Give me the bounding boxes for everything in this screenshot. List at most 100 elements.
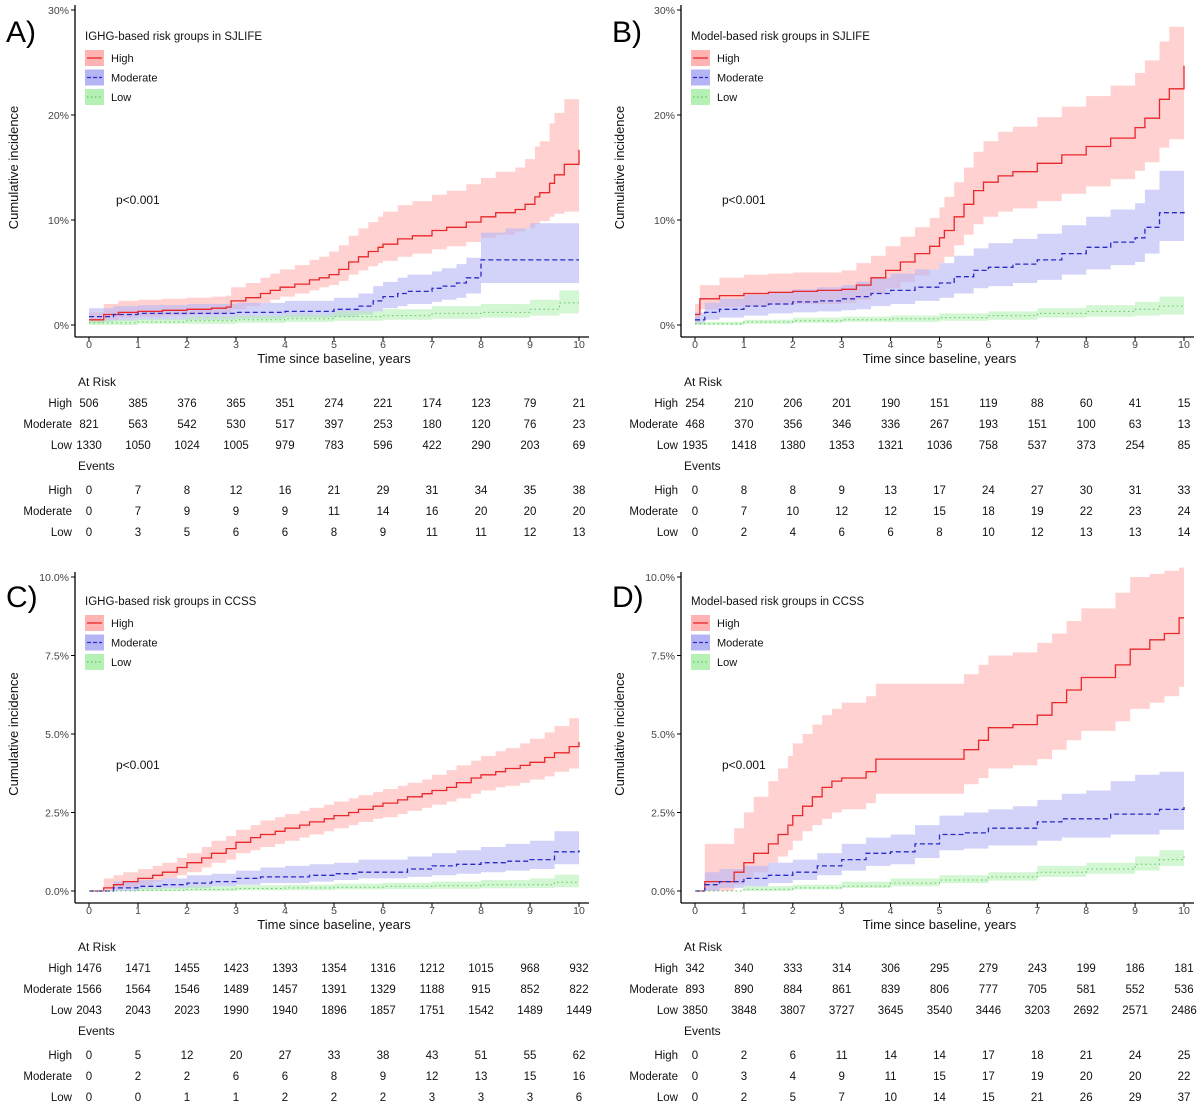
x-tick-label: 9 [527, 905, 533, 917]
at-risk-cell: 3850 [682, 1005, 708, 1017]
at-risk-cell: 123 [471, 398, 490, 410]
events-cell: 4 [790, 1071, 797, 1083]
events-cell: 18 [982, 506, 995, 518]
at-risk-cell: 1896 [321, 1005, 347, 1017]
events-cell: 13 [573, 527, 586, 539]
events-cell: 11 [475, 527, 487, 539]
y-tick-label: 0% [54, 320, 69, 332]
at-risk-cell: 356 [783, 419, 802, 431]
events-cell: 23 [1129, 506, 1142, 518]
x-tick-label: 3 [233, 339, 239, 351]
events-cell: 14 [377, 506, 390, 518]
events-cell: 2 [741, 1092, 747, 1104]
x-tick-label: 10 [573, 905, 585, 917]
events-cell: 0 [86, 506, 92, 518]
events-cell: 31 [426, 485, 439, 497]
events-cell: 6 [282, 527, 288, 539]
events-cell: 9 [380, 1071, 386, 1083]
ci-band-high [695, 567, 1184, 891]
panel-c: C)0.0%2.5%5.0%7.5%10.0%0 1 2 3 4 5 6 7 8 9 10Time … [6, 572, 592, 1104]
x-tick-label: 4 [282, 339, 288, 351]
x-tick-label: 0 [86, 339, 92, 351]
at-risk-cell: 3848 [731, 1005, 757, 1017]
events-cell: 2 [741, 527, 747, 539]
legend-swatch-low [85, 654, 104, 670]
x-tick-label: 8 [478, 905, 484, 917]
at-risk-cell: 274 [324, 398, 344, 410]
events-cell: 20 [475, 506, 488, 518]
at-risk-cell: 41 [1129, 398, 1142, 410]
at-risk-cell: 890 [734, 984, 753, 996]
at-risk-cell: 1353 [829, 440, 855, 452]
at-risk-cell: 1449 [566, 1005, 592, 1017]
at-risk-cell: 1354 [321, 963, 347, 975]
events-cell: 6 [790, 1050, 796, 1062]
events-row-label-high: High [654, 1050, 678, 1062]
at-risk-cell: 2023 [174, 1005, 200, 1017]
y-tick-label: 30% [654, 5, 675, 17]
at-risk-cell: 758 [979, 440, 998, 452]
events-cell: 24 [1178, 506, 1191, 518]
at-risk-cell: 1476 [76, 963, 102, 975]
at-risk-cell: 3446 [976, 1005, 1002, 1017]
y-tick-label: 7.5% [45, 651, 69, 663]
at-risk-cell: 536 [1174, 984, 1193, 996]
at-risk-cell: 1418 [731, 440, 757, 452]
y-tick-label: 10.0% [39, 572, 69, 584]
events-cell: 17 [982, 1050, 995, 1062]
at-risk-cell: 203 [520, 440, 539, 452]
events-cell: 62 [573, 1050, 586, 1062]
x-tick-label: 2 [184, 905, 190, 917]
at-risk-row-label-high: High [654, 963, 678, 975]
events-cell: 33 [328, 1050, 341, 1062]
y-axis-label: Cumulative incidence [612, 672, 627, 796]
events-cell: 0 [692, 1071, 698, 1083]
at-risk-cell: 2692 [1073, 1005, 1099, 1017]
at-risk-cell: 3540 [927, 1005, 953, 1017]
events-cell: 2 [331, 1092, 337, 1104]
x-tick-label: 6 [380, 905, 386, 917]
ci-band-high [89, 705, 579, 891]
y-tick-label: 0.0% [45, 886, 69, 898]
x-tick-label: 10 [1178, 905, 1190, 917]
x-tick-label: 9 [1132, 339, 1138, 351]
at-risk-row-label-moderate: Moderate [629, 419, 678, 431]
at-risk-cell: 1024 [174, 440, 200, 452]
events-row-label-moderate: Moderate [23, 1071, 72, 1083]
events-cell: 20 [1080, 1071, 1093, 1083]
at-risk-cell: 201 [832, 398, 851, 410]
events-cell: 6 [282, 1071, 288, 1083]
events-cell: 1 [184, 1092, 190, 1104]
events-cell: 21 [328, 485, 341, 497]
at-risk-cell: 190 [881, 398, 900, 410]
series-line-low [695, 305, 1184, 325]
panel-letter: B) [612, 16, 642, 49]
at-risk-cell: 3807 [780, 1005, 806, 1017]
x-tick-label: 1 [135, 905, 141, 917]
events-cell: 24 [1129, 1050, 1142, 1062]
at-risk-cell: 151 [930, 398, 949, 410]
legend-title: Model-based risk groups in SJLIFE [691, 31, 870, 43]
events-cell: 16 [573, 1071, 586, 1083]
events-cell: 0 [692, 1050, 698, 1062]
y-tick-label: 10.0% [645, 572, 675, 584]
legend-title: Model-based risk groups in CCSS [691, 596, 865, 608]
at-risk-cell: 370 [734, 419, 753, 431]
ci-band-low [695, 291, 1184, 325]
x-tick-label: 7 [1034, 339, 1040, 351]
x-tick-label: 0 [692, 339, 698, 351]
at-risk-cell: 1751 [419, 1005, 445, 1017]
at-risk-cell: 376 [177, 398, 196, 410]
y-tick-label: 20% [48, 110, 69, 122]
at-risk-cell: 1489 [517, 1005, 543, 1017]
events-cell: 7 [135, 485, 141, 497]
events-cell: 9 [838, 1071, 844, 1083]
events-cell: 9 [233, 506, 239, 518]
at-risk-cell: 1546 [174, 984, 200, 996]
x-axis-label: Time since baseline, years [863, 917, 1017, 932]
events-cell: 7 [135, 506, 141, 518]
at-risk-cell: 210 [734, 398, 753, 410]
panel-letter: D) [612, 581, 644, 614]
events-cell: 20 [1129, 1071, 1142, 1083]
